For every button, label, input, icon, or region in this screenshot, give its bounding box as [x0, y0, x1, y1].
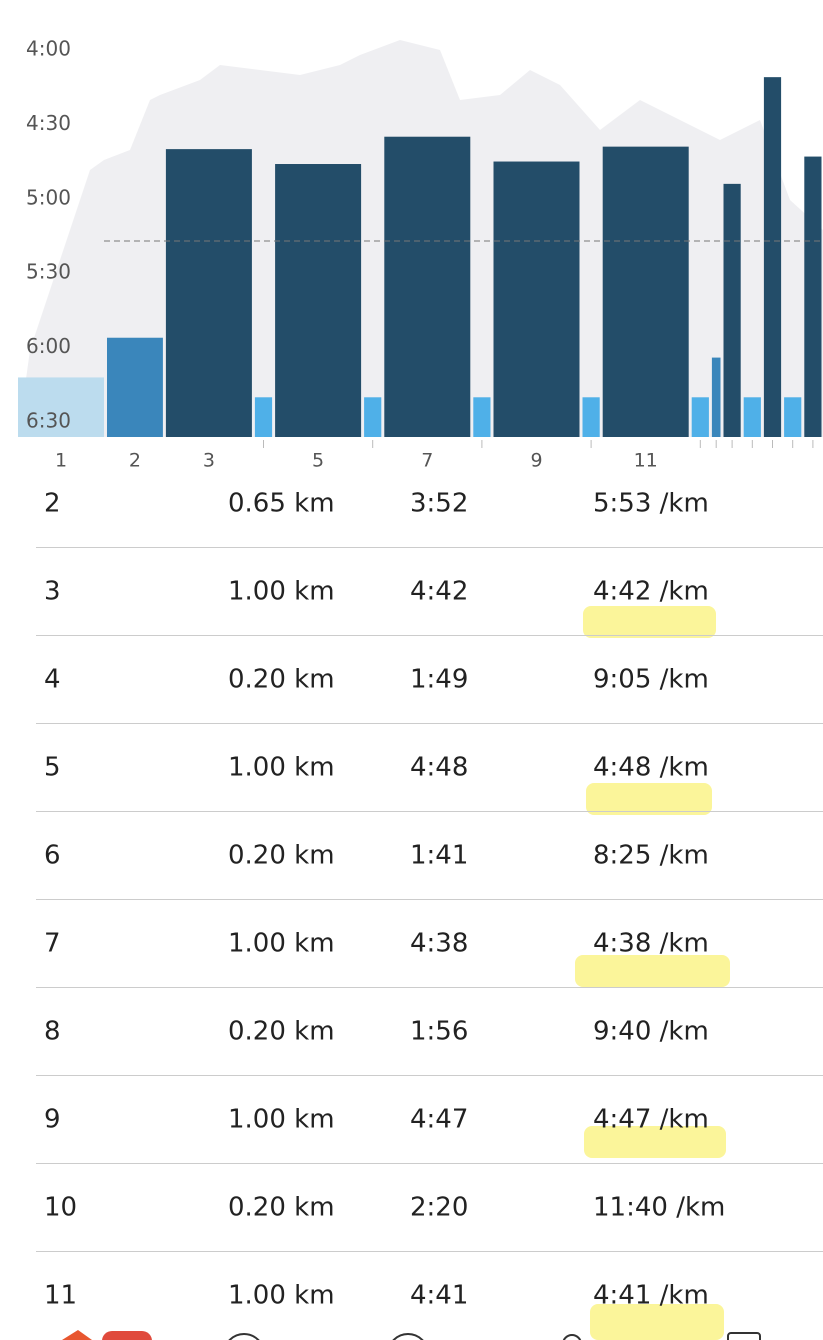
highlight [575, 955, 730, 987]
table-cell: 0.65 km [228, 489, 335, 519]
table-cell: 9:40 /km [593, 1017, 709, 1047]
lap-bar [602, 146, 689, 437]
x-tick-label: 9 [530, 450, 542, 472]
highlight [584, 1126, 726, 1158]
lap-bar [473, 397, 491, 437]
lap-bar [384, 136, 471, 437]
table-cell: 2:20 [410, 1193, 468, 1223]
y-tick-label: 5:30 [26, 260, 71, 284]
tab-icon[interactable] [388, 1333, 428, 1340]
lap-bar [18, 377, 104, 437]
table-cell: 10 [44, 1193, 77, 1223]
x-tick-label: 5 [312, 450, 324, 472]
table-cell: 1.00 km [228, 753, 335, 783]
table-cell: 1:49 [410, 665, 468, 695]
lap-bar [804, 156, 822, 437]
y-tick-label: 5:00 [26, 185, 71, 209]
lap-bar [582, 397, 600, 437]
table-cell: 9 [44, 1105, 61, 1135]
table-cell: 6 [44, 841, 61, 871]
lap-bar [275, 164, 362, 437]
table-cell: 4:48 [410, 753, 468, 783]
table-cell: 4:38 [410, 929, 468, 959]
table-cell: 4:47 [410, 1105, 468, 1135]
tab-bar [62, 1330, 761, 1340]
table-cell: 8:25 /km [593, 841, 709, 871]
lap-bar [784, 397, 802, 437]
table-cell: 0.20 km [228, 1193, 335, 1223]
table-cell: 4:38 /km [593, 929, 709, 959]
lap-bar [763, 77, 782, 437]
badge-icon[interactable] [102, 1331, 152, 1340]
tab-icon[interactable] [224, 1333, 264, 1340]
lap-bar [364, 397, 382, 437]
table-cell: 1:56 [410, 1017, 468, 1047]
tab-icon[interactable] [562, 1334, 582, 1340]
table-cell: 3:52 [410, 489, 468, 519]
table-cell: 4:41 /km [593, 1281, 709, 1311]
table-cell: 4:42 [410, 577, 468, 607]
table-cell: 7 [44, 929, 61, 959]
table-cell: 2 [44, 489, 61, 519]
lap-bar [711, 357, 721, 437]
x-tick-label: 11 [634, 450, 658, 472]
lap-bar [493, 161, 580, 437]
highlight [586, 783, 712, 815]
x-tick-label: 7 [421, 450, 433, 472]
table-cell: 1:41 [410, 841, 468, 871]
lap-bar [743, 397, 761, 437]
tab-icon[interactable] [727, 1332, 761, 1340]
table-cell: 1.00 km [228, 1105, 335, 1135]
table-cell: 11:40 /km [593, 1193, 725, 1223]
table-cell: 1.00 km [228, 929, 335, 959]
x-tick-label: 1 [55, 450, 67, 472]
table-cell: 4 [44, 665, 61, 695]
table-cell: 5:53 /km [593, 489, 709, 519]
table-cell: 1.00 km [228, 577, 335, 607]
table-cell: 4:42 /km [593, 577, 709, 607]
lap-bar [107, 337, 163, 437]
table-cell: 0.20 km [228, 665, 335, 695]
home-icon[interactable] [62, 1330, 92, 1340]
highlight [590, 1304, 724, 1340]
table-cell: 4:41 [410, 1281, 468, 1311]
lap-bar [254, 397, 273, 437]
lap-bar [723, 183, 741, 437]
table-cell: 4:47 /km [593, 1105, 709, 1135]
y-tick-label: 6:30 [26, 409, 71, 433]
highlight [583, 606, 716, 638]
x-tick-label: 3 [203, 450, 215, 472]
table-cell: 8 [44, 1017, 61, 1047]
table-cell: 9:05 /km [593, 665, 709, 695]
table-cell: 5 [44, 753, 61, 783]
table-cell: 0.20 km [228, 841, 335, 871]
table-cell: 11 [44, 1281, 77, 1311]
table-cell: 3 [44, 577, 61, 607]
lap-bar [165, 149, 252, 437]
y-tick-label: 4:00 [26, 36, 71, 60]
y-tick-label: 4:30 [26, 111, 71, 135]
highlights [575, 606, 730, 1340]
table-cell: 1.00 km [228, 1281, 335, 1311]
table-cell: 4:48 /km [593, 753, 709, 783]
lap-bar [691, 397, 709, 437]
table-cell: 0.20 km [228, 1017, 335, 1047]
x-tick-label: 2 [129, 450, 141, 472]
y-tick-label: 6:00 [26, 334, 71, 358]
